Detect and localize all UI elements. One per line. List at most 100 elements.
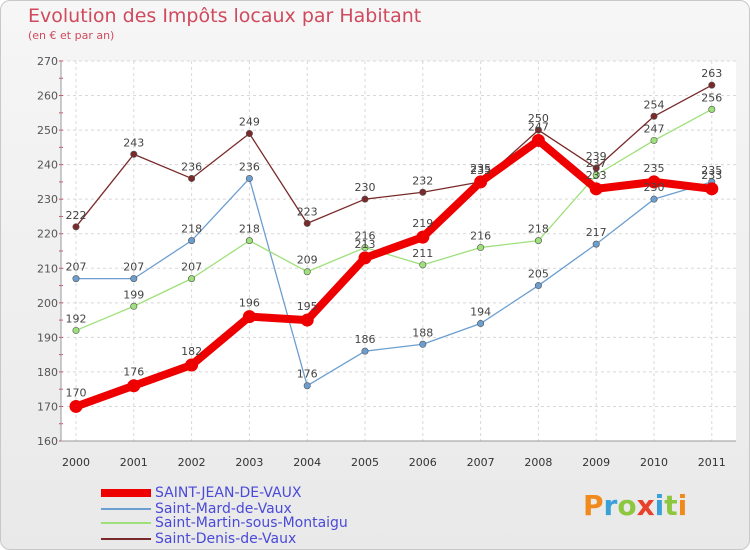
x-tick-label: 2004 [293, 456, 321, 469]
data-point [534, 237, 542, 245]
logo-letter: x [636, 489, 655, 522]
data-point [705, 182, 719, 196]
logo-letter: i [677, 489, 688, 522]
data-point [130, 150, 138, 158]
data-label: 247 [528, 120, 549, 133]
data-point [185, 358, 199, 372]
proxiti-logo: Proxiti [583, 489, 687, 522]
data-point [188, 237, 196, 245]
y-tick-label: 160 [37, 435, 58, 448]
data-label: 256 [701, 91, 722, 104]
data-point [245, 130, 253, 138]
data-point [72, 275, 80, 283]
data-point [245, 174, 253, 182]
data-point [419, 188, 427, 196]
data-label: 223 [297, 205, 318, 218]
data-label: 216 [355, 230, 376, 243]
data-label: 249 [239, 116, 260, 129]
data-label: 209 [297, 254, 318, 267]
data-point [361, 347, 369, 355]
data-label: 195 [297, 300, 318, 313]
x-tick-label: 2011 [698, 456, 726, 469]
data-point [361, 244, 369, 252]
data-point [531, 133, 545, 147]
data-label: 211 [412, 247, 433, 260]
logo-letter: o [617, 489, 637, 522]
x-tick-label: 2009 [582, 456, 610, 469]
data-point [534, 126, 542, 134]
data-label: 194 [470, 306, 491, 319]
data-label: 263 [701, 67, 722, 80]
data-point [127, 379, 141, 393]
data-label: 199 [123, 288, 144, 301]
data-point [650, 136, 658, 144]
y-tick-label: 170 [37, 400, 58, 413]
x-tick-label: 2008 [524, 456, 552, 469]
data-point [300, 313, 314, 327]
logo-letter: t [664, 489, 678, 522]
data-label: 230 [355, 181, 376, 194]
data-point [419, 261, 427, 269]
x-tick-label: 2007 [467, 456, 495, 469]
data-point [303, 268, 311, 276]
data-label: 207 [66, 261, 87, 274]
data-label: 230 [644, 181, 665, 194]
data-point [592, 240, 600, 248]
legend-item-saint-mard-de-vaux: Saint-Mard-de-Vaux [101, 501, 292, 517]
legend-item-saint-denis-de-vaux: Saint-Denis-de-Vaux [101, 531, 296, 547]
data-label: 205 [528, 268, 549, 281]
series-line [74, 136, 713, 411]
plot-area [61, 61, 736, 441]
data-point [534, 282, 542, 290]
data-label: 233 [701, 169, 722, 182]
data-point [477, 320, 485, 328]
y-tick-label: 250 [37, 124, 58, 137]
chart-title: Evolution des Impôts locaux par Habitant [28, 5, 422, 27]
data-label: 207 [181, 261, 202, 274]
data-label: 235 [470, 164, 491, 177]
data-label: 239 [586, 150, 607, 163]
data-label: 218 [239, 223, 260, 236]
legend-label: Saint-Denis-de-Vaux [155, 531, 297, 547]
legend-item-saint-martin-sous-montaigu: Saint-Martin-sous-Montaigu [101, 515, 348, 531]
data-label: 216 [470, 230, 491, 243]
data-label: 219 [412, 217, 433, 230]
data-label: 250 [528, 112, 549, 125]
data-point [474, 175, 488, 189]
data-point [303, 219, 311, 227]
data-point [708, 81, 716, 89]
legend-label: SAINT-JEAN-DE-VAUX [155, 485, 302, 501]
y-tick-label: 260 [37, 90, 58, 103]
y-tick-label: 230 [37, 193, 58, 206]
legend-swatch [101, 538, 151, 540]
x-tick-label: 2003 [235, 456, 263, 469]
data-label: 188 [412, 326, 433, 339]
legend-swatch [101, 508, 151, 510]
y-tick-label: 240 [37, 159, 58, 172]
data-point [647, 175, 661, 189]
logo-letter: P [583, 489, 604, 522]
data-point [592, 171, 600, 179]
data-point [72, 223, 80, 231]
x-tick-label: 2006 [409, 456, 437, 469]
y-tick-label: 200 [37, 297, 58, 310]
x-tick-label: 2002 [178, 456, 206, 469]
y-tick-label: 220 [37, 228, 58, 241]
data-label: 222 [66, 209, 87, 222]
x-tick-label: 2005 [351, 456, 379, 469]
data-label: 236 [239, 160, 260, 173]
series-line [75, 84, 713, 228]
data-label: 235 [470, 162, 491, 175]
data-point [188, 174, 196, 182]
data-point [358, 251, 372, 265]
data-label: 207 [123, 261, 144, 274]
data-point [130, 302, 138, 310]
data-label: 176 [297, 368, 318, 381]
data-label: 218 [528, 223, 549, 236]
chart-subtitle: (en € et par an) [28, 29, 115, 42]
legend-label: Saint-Mard-de-Vaux [155, 501, 292, 517]
data-point [592, 164, 600, 172]
data-label: 182 [181, 345, 202, 358]
data-label: 218 [181, 223, 202, 236]
